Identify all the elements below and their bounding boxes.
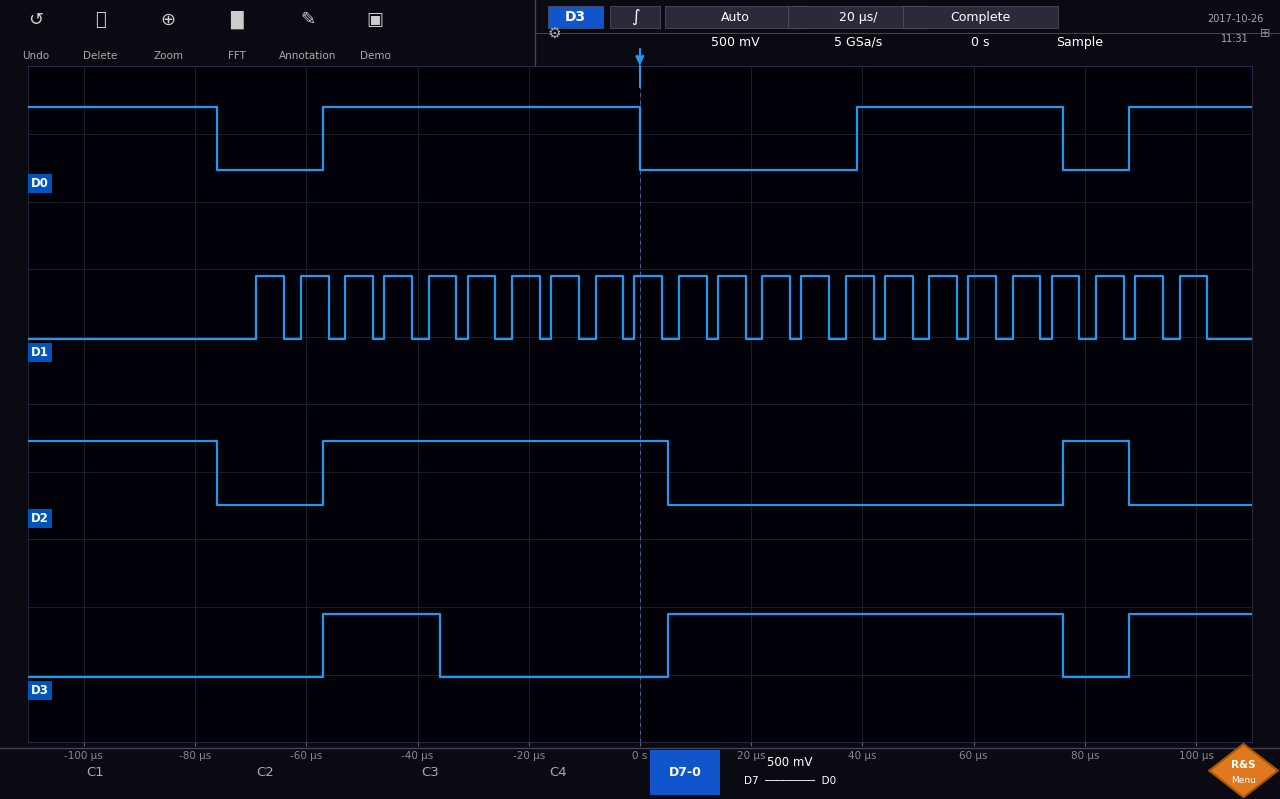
- Text: ⊕: ⊕: [160, 11, 175, 29]
- Bar: [650, 750, 719, 795]
- Text: 5 GSa/s: 5 GSa/s: [833, 36, 882, 49]
- Bar: [548, 6, 603, 28]
- Text: D2: D2: [31, 511, 49, 525]
- Text: C2: C2: [256, 766, 274, 779]
- Text: ▼: ▼: [635, 54, 645, 66]
- Text: ⬛: ⬛: [95, 11, 105, 29]
- Text: Sample: Sample: [1056, 36, 1103, 49]
- Text: ✎: ✎: [301, 11, 316, 29]
- Text: ⊞: ⊞: [1260, 26, 1270, 40]
- Text: ↺: ↺: [28, 11, 44, 29]
- Text: 500 mV: 500 mV: [767, 756, 813, 769]
- Bar: [902, 6, 1059, 28]
- Text: Menu: Menu: [1231, 777, 1256, 785]
- Bar: [788, 6, 928, 28]
- Text: Auto: Auto: [721, 10, 749, 24]
- Text: ▐▌: ▐▌: [223, 11, 251, 30]
- Bar: [666, 6, 805, 28]
- Text: Annotation: Annotation: [279, 51, 337, 62]
- Text: D7-0: D7-0: [668, 766, 701, 779]
- Text: C1: C1: [86, 766, 104, 779]
- Text: Delete: Delete: [83, 51, 118, 62]
- Text: Complete: Complete: [950, 10, 1010, 24]
- Text: ▣: ▣: [366, 11, 384, 29]
- Text: Demo: Demo: [360, 51, 390, 62]
- Text: ⚙: ⚙: [547, 26, 561, 41]
- Text: D7  ────────  D0: D7 ──────── D0: [744, 776, 836, 785]
- Text: Zoom: Zoom: [154, 51, 183, 62]
- Polygon shape: [1210, 744, 1277, 797]
- Text: 20 μs/: 20 μs/: [838, 10, 877, 24]
- Text: 0 s: 0 s: [970, 36, 989, 49]
- Text: D3: D3: [564, 10, 585, 24]
- Text: C4: C4: [549, 766, 567, 779]
- Text: D0: D0: [31, 177, 49, 190]
- Text: ∫: ∫: [631, 8, 639, 26]
- Text: R&S: R&S: [1231, 760, 1256, 770]
- Text: D1: D1: [31, 346, 49, 359]
- Text: Undo: Undo: [23, 51, 50, 62]
- Text: 11:31: 11:31: [1221, 34, 1249, 44]
- Text: 500 mV: 500 mV: [710, 36, 759, 49]
- Bar: [611, 6, 660, 28]
- Text: D3: D3: [31, 684, 49, 697]
- Text: FFT: FFT: [228, 51, 246, 62]
- Text: C3: C3: [421, 766, 439, 779]
- Text: 2017-10-26: 2017-10-26: [1207, 14, 1263, 24]
